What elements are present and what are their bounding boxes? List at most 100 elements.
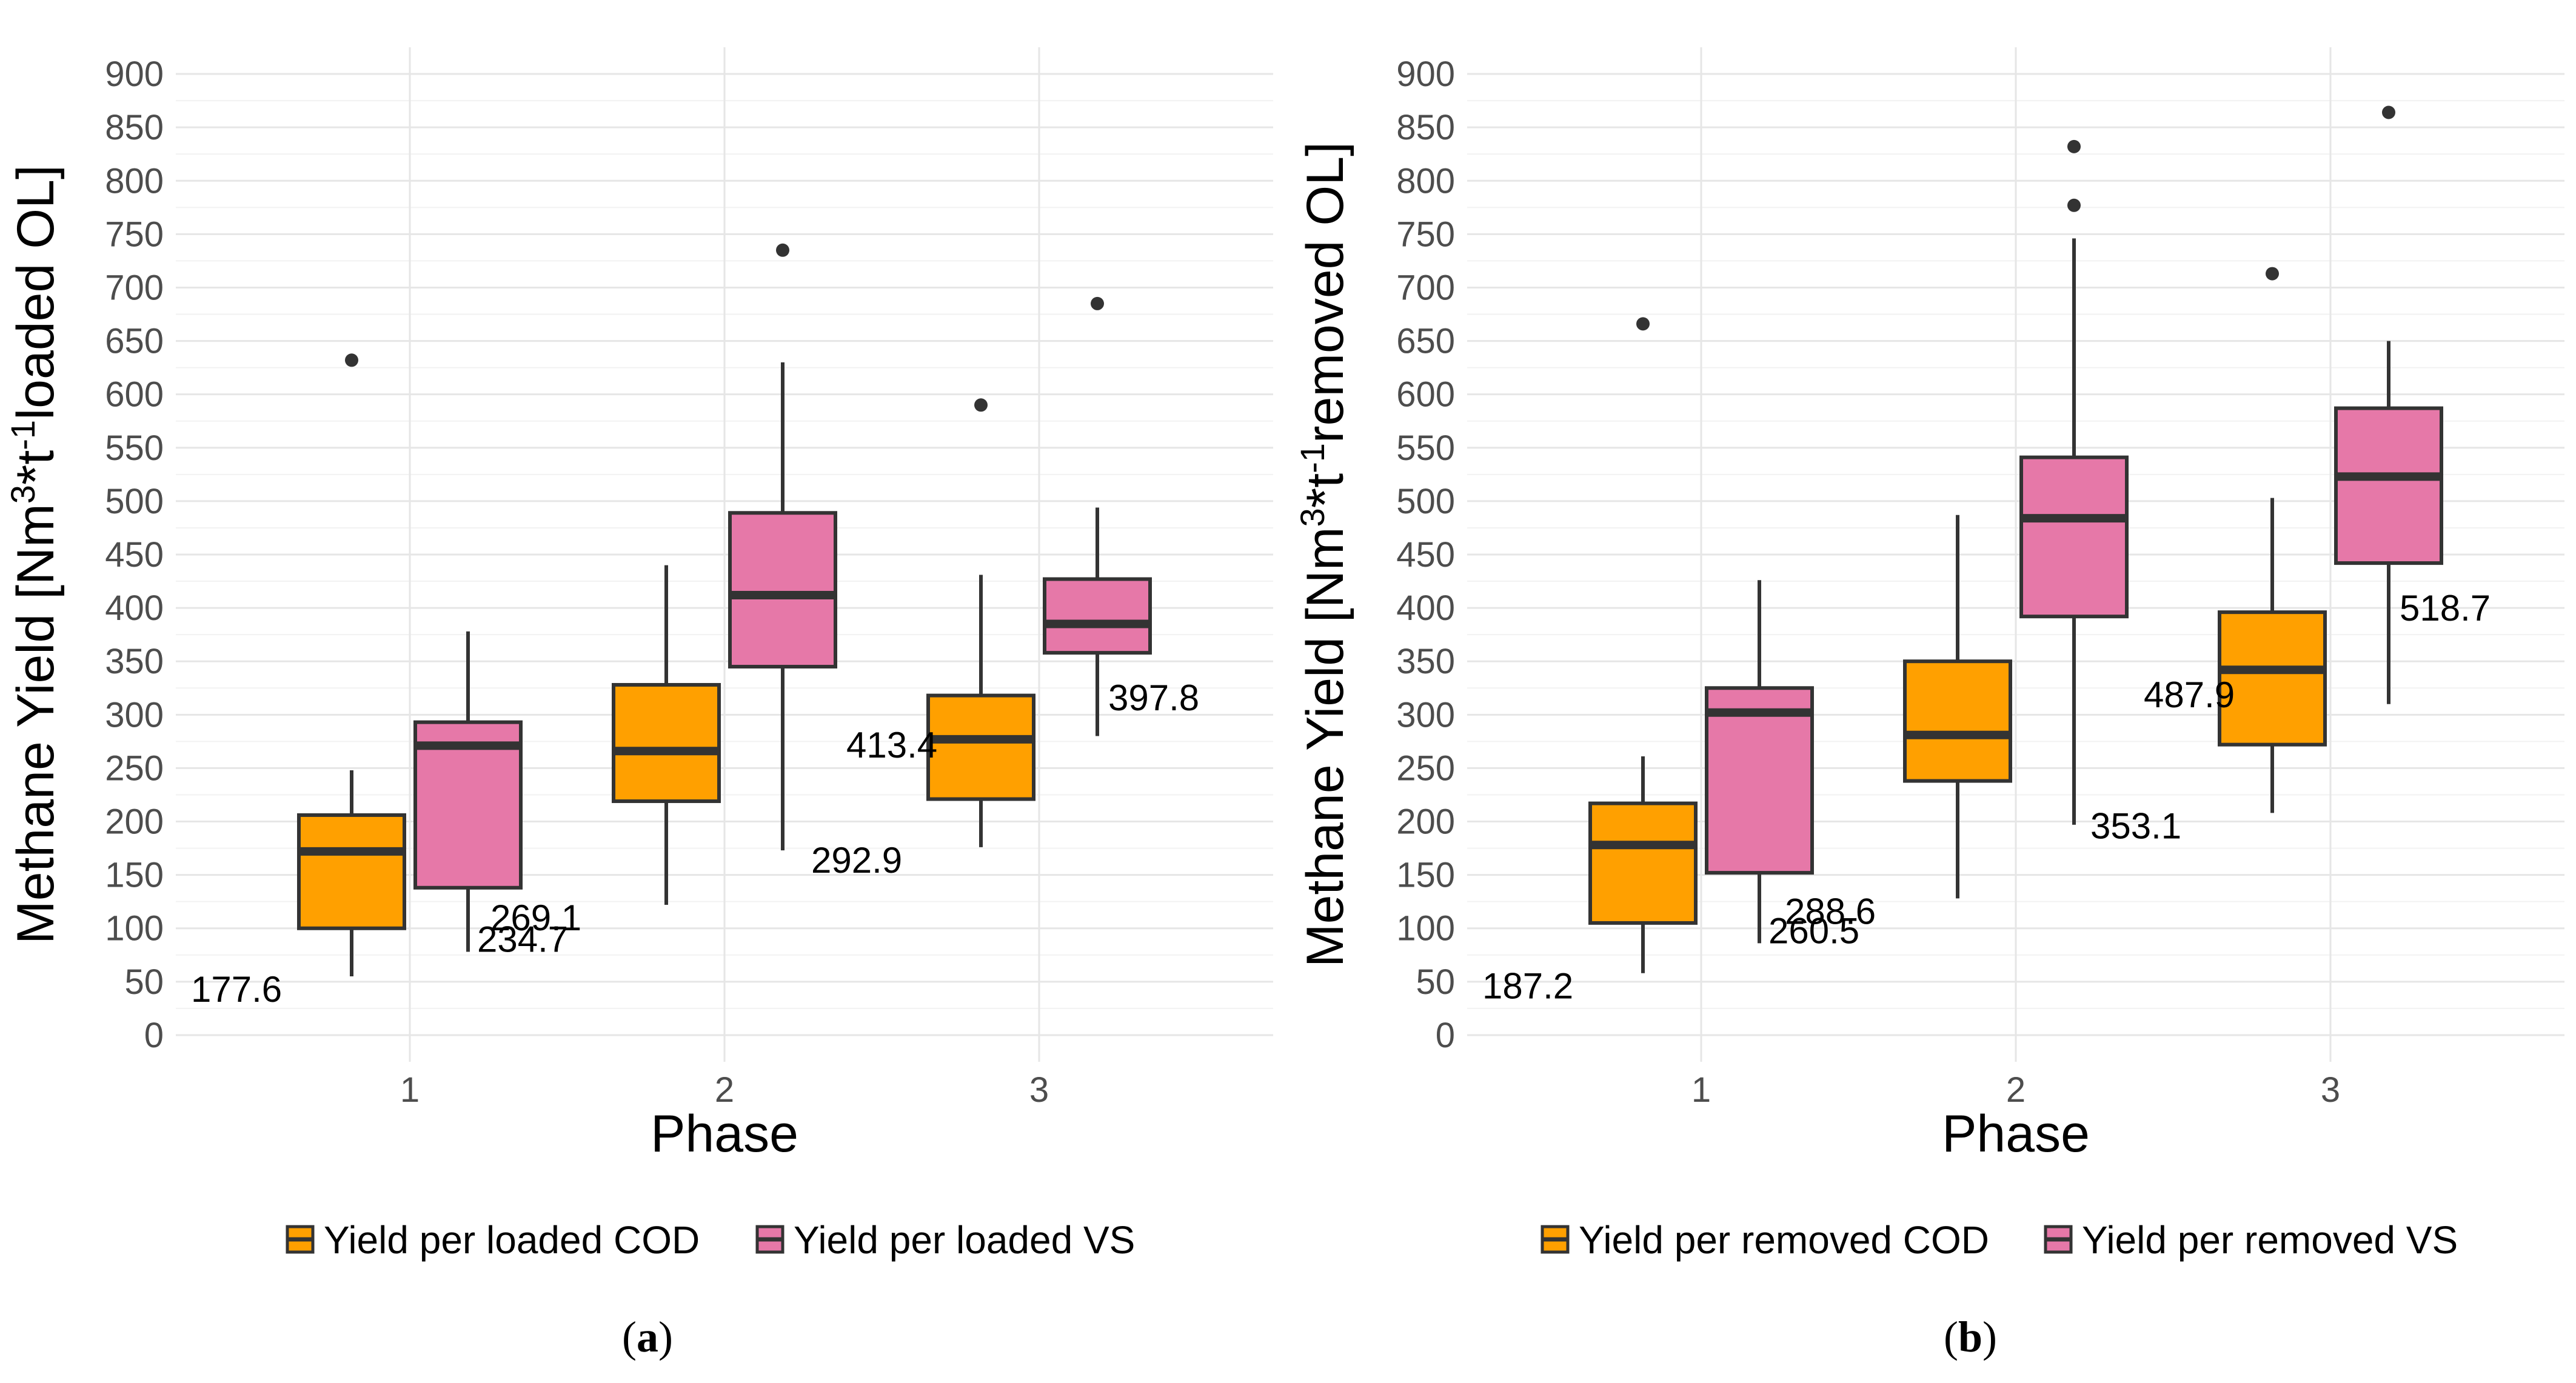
x-tick-labels: 1 2 3 xyxy=(400,1070,1049,1110)
box-phase-1: 177.6 xyxy=(191,353,406,1010)
y-tick-label: 550 xyxy=(105,428,164,468)
outlier-point xyxy=(1091,296,1104,310)
panel-label-letter: b xyxy=(1958,1313,1982,1361)
x-tick-label: 2 xyxy=(2006,1070,2026,1110)
y-axis-title: Methane Yield [Nm3*t-1removed OL] xyxy=(1293,142,1355,967)
x-axis-title: Phase xyxy=(1942,1105,2090,1163)
legend-item-cod: Yield per loaded COD xyxy=(285,1218,700,1262)
box-iqr xyxy=(1043,577,1152,655)
y-tick-label: 250 xyxy=(1396,748,1455,788)
major-gridlines xyxy=(176,47,1273,1062)
y-tick-label: 750 xyxy=(105,215,164,254)
y-axis-title-part: -1 xyxy=(4,420,42,450)
panel-label-open: ( xyxy=(1944,1313,1958,1361)
y-axis-title-part: -1 xyxy=(1293,443,1331,473)
y-tick-label: 900 xyxy=(1396,55,1455,94)
legend-label: Yield per removed COD xyxy=(1579,1218,1989,1262)
x-tick-label: 1 xyxy=(400,1070,420,1110)
y-tick-label: 350 xyxy=(1396,642,1455,681)
y-tick-label: 350 xyxy=(105,642,164,681)
box-iqr xyxy=(612,682,721,804)
y-tick-labels: 0 50 100 150 200 250 300 350 400 450 500 550 600 650 7… xyxy=(105,55,164,1055)
legend-item-cod: Yield per removed COD xyxy=(1540,1218,1989,1262)
box-iqr xyxy=(2019,455,2129,619)
y-tick-label: 700 xyxy=(105,268,164,307)
box-iqr xyxy=(2218,610,2327,747)
y-tick-label: 700 xyxy=(1396,268,1455,307)
legend: Yield per loaded COD Yield per loaded VS xyxy=(285,1218,1135,1262)
outlier-point xyxy=(974,398,988,412)
y-tick-label: 300 xyxy=(105,695,164,735)
y-axis-title-part: removed OL] xyxy=(1296,142,1354,443)
box-phase-1: 260.5 xyxy=(1705,580,1859,951)
median-label: 397.8 xyxy=(1108,678,1199,718)
series-vs: 260.5 487.9 518.7 xyxy=(1705,105,2491,951)
x-tick-label: 3 xyxy=(2321,1070,2340,1110)
y-tick-label: 500 xyxy=(105,482,164,521)
box-phase-1: 187.2 xyxy=(1482,317,1698,1007)
box-iqr xyxy=(1903,659,2012,783)
outlier-point xyxy=(1636,317,1650,331)
x-axis-title: Phase xyxy=(651,1105,798,1163)
outlier-point xyxy=(2266,267,2279,281)
y-tick-label: 800 xyxy=(1396,161,1455,201)
median-label: 234.7 xyxy=(477,919,568,960)
y-axis-title-part: Methane Yield [Nm xyxy=(7,504,65,944)
y-tick-label: 600 xyxy=(105,375,164,415)
major-gridlines xyxy=(1467,47,2564,1062)
y-tick-labels: 0 50 100 150 200 250 300 350 400 450 500 550 600 650 7… xyxy=(1396,55,1455,1055)
y-tick-label: 50 xyxy=(124,962,164,1002)
x-tick-label: 1 xyxy=(1691,1070,1711,1110)
box-phase-2: 269.1 xyxy=(490,565,721,938)
panel-label-close: ) xyxy=(1982,1313,1997,1361)
y-tick-label: 200 xyxy=(105,802,164,842)
panel-label-letter: a xyxy=(637,1313,658,1361)
legend-item-vs: Yield per loaded VS xyxy=(755,1218,1135,1262)
legend: Yield per removed COD Yield per removed V… xyxy=(1540,1218,2458,1262)
legend-label: Yield per removed VS xyxy=(2082,1218,2458,1262)
median-label: 269.1 xyxy=(490,898,581,938)
y-tick-label: 600 xyxy=(1396,375,1455,415)
box-iqr xyxy=(297,813,406,930)
y-tick-label: 650 xyxy=(105,322,164,361)
box-phase-2: 487.9 xyxy=(2019,139,2235,825)
box-iqr xyxy=(1588,801,1698,925)
panel-label: (a) xyxy=(622,1313,673,1361)
y-tick-label: 150 xyxy=(1396,856,1455,895)
y-axis-title-part: *t xyxy=(1296,473,1354,508)
outlier-point xyxy=(776,243,789,257)
median-label: 487.9 xyxy=(2144,675,2235,715)
chart-panel-a: 0 50 100 150 200 250 300 350 400 450 500 550 600 650 7… xyxy=(4,47,1273,1361)
median-label: 353.1 xyxy=(2090,805,2181,846)
y-tick-label: 500 xyxy=(1396,482,1455,521)
outlier-point xyxy=(2382,105,2395,119)
box-iqr xyxy=(926,693,1035,801)
outlier-point xyxy=(2067,139,2081,153)
y-tick-label: 650 xyxy=(1396,322,1455,361)
x-tick-label: 2 xyxy=(715,1070,734,1110)
y-tick-label: 300 xyxy=(1396,695,1455,735)
y-axis-title-part: loaded OL] xyxy=(7,165,65,420)
y-tick-label: 150 xyxy=(105,856,164,895)
median-label: 177.6 xyxy=(191,969,282,1010)
y-tick-label: 100 xyxy=(105,909,164,948)
y-tick-label: 800 xyxy=(105,161,164,201)
box-phase-3: 353.1 xyxy=(2090,267,2327,846)
box-phase-3: 518.7 xyxy=(2334,105,2491,704)
y-axis-title-part: 3 xyxy=(4,485,42,504)
series-cod: 187.2 288.6 353.1 xyxy=(1482,267,2327,1007)
y-tick-label: 900 xyxy=(105,55,164,94)
chart-panel-b: 0 50 100 150 200 250 300 350 400 450 500 550 600 650 7… xyxy=(1293,47,2564,1361)
median-label: 187.2 xyxy=(1482,966,1573,1007)
box-phase-2: 413.4 xyxy=(728,243,937,851)
box-iqr xyxy=(728,511,837,669)
y-tick-label: 50 xyxy=(1416,962,1455,1002)
box-iqr xyxy=(1705,686,1814,875)
y-tick-label: 200 xyxy=(1396,802,1455,842)
box-phase-3: 397.8 xyxy=(1043,296,1199,736)
y-tick-label: 850 xyxy=(105,108,164,147)
median-label: 413.4 xyxy=(846,725,937,765)
y-tick-label: 400 xyxy=(1396,588,1455,628)
legend-label: Yield per loaded COD xyxy=(324,1218,700,1262)
y-tick-label: 400 xyxy=(105,588,164,628)
